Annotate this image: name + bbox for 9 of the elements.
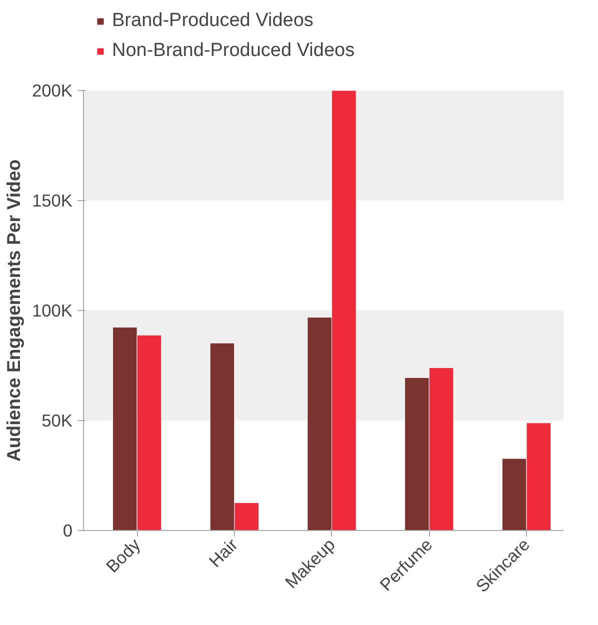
y-axis-title: Audience Engagements Per Video: [3, 159, 24, 462]
y-tick-label: 200K: [32, 80, 73, 100]
y-tick-label: 0: [62, 520, 73, 540]
y-tick-label: 50K: [42, 410, 73, 430]
y-tick-label: 100K: [32, 300, 73, 320]
y-tick-label: 150K: [32, 190, 73, 210]
x-tick-label: Hair: [204, 534, 242, 572]
legend-label: Non-Brand-Produced Videos: [112, 40, 355, 62]
legend-label: Brand-Produced Videos: [112, 10, 314, 32]
